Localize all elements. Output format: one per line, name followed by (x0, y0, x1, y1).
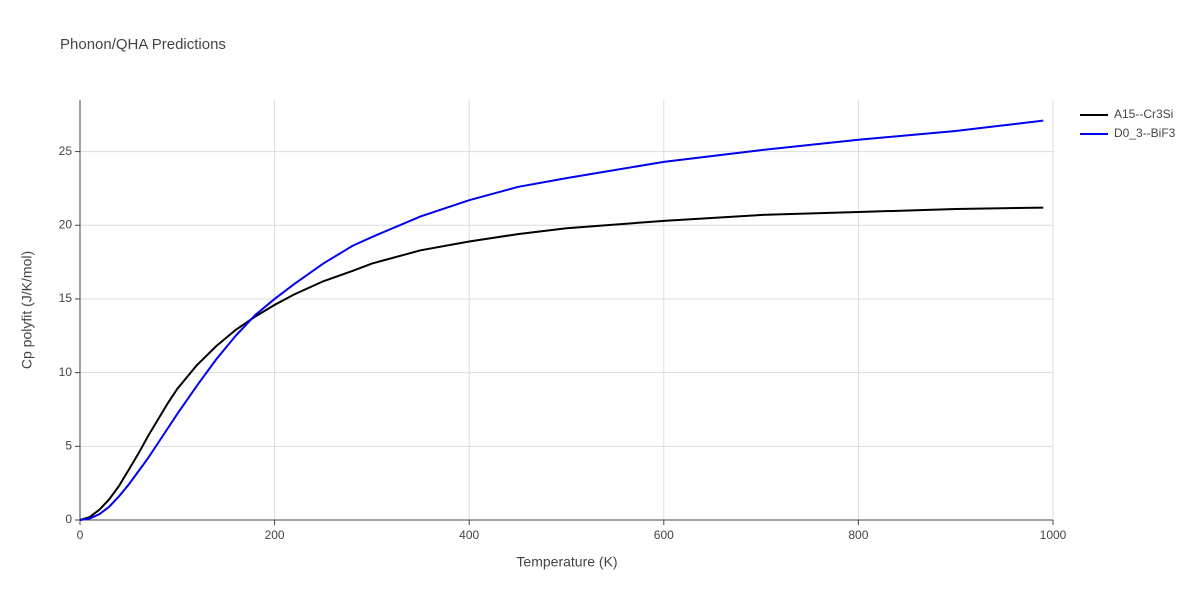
x-tick-label: 1000 (1040, 528, 1067, 542)
y-tick-label: 5 (65, 438, 72, 452)
x-tick-label: 800 (848, 528, 868, 542)
x-axis-title: Temperature (K) (516, 554, 617, 570)
y-axis-title: Cp polyfit (J/K/mol) (19, 251, 35, 369)
y-tick-label: 25 (59, 144, 73, 158)
y-tick-label: 15 (59, 291, 73, 305)
x-tick-label: 400 (459, 528, 479, 542)
line-series (79, 119, 1044, 521)
chart-title: Phonon/QHA Predictions (60, 36, 226, 53)
y-tick-label: 20 (59, 217, 73, 231)
line-series (79, 206, 1044, 521)
legend-label: D0_3--BiF3 (1114, 126, 1176, 140)
legend-label: A15--Cr3Si (1114, 107, 1173, 121)
x-tick-label: 600 (654, 528, 674, 542)
y-tick-label: 0 (65, 512, 72, 526)
x-tick-label: 200 (265, 528, 285, 542)
x-tick-label: 0 (77, 528, 84, 542)
y-tick-label: 10 (59, 365, 73, 379)
